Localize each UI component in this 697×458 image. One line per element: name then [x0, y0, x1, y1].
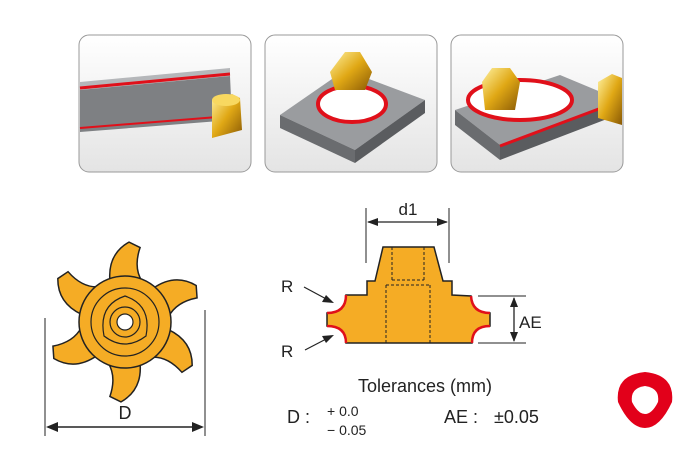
cutter-tooth: [108, 241, 144, 283]
d-tolerance-plus: + 0.0: [327, 403, 359, 419]
cutter-tooth: [106, 361, 142, 403]
ae-tolerance-value: ±0.05: [494, 407, 539, 427]
d-label: D: [119, 403, 132, 423]
photo-bar-edge: [78, 34, 252, 173]
d-tolerance-label: D :: [287, 407, 310, 427]
insert-side-profile: d1 AE R R: [281, 200, 542, 361]
r-label-bottom: R: [281, 342, 293, 361]
photo-square-bore: [264, 34, 438, 173]
photo-plate-hole-edge: [450, 34, 624, 173]
d1-label: d1: [399, 200, 418, 219]
triangle-insert-logo-icon: [617, 372, 673, 428]
insert-render-icon: [482, 68, 622, 125]
ae-tolerance-label: AE :: [444, 407, 478, 427]
tolerances: Tolerances (mm) D : + 0.0 − 0.05 AE : ±0…: [287, 376, 539, 438]
insert-render-icon: [330, 52, 372, 90]
d-tolerance-minus: − 0.05: [327, 422, 367, 438]
cutter-tooth: [57, 270, 100, 316]
tolerances-title: Tolerances (mm): [358, 376, 492, 396]
dimension-d: D: [44, 310, 206, 436]
r-label-top: R: [281, 277, 293, 296]
insert-front-view: [52, 241, 198, 403]
cutter-tooth: [150, 328, 193, 374]
ae-label: AE: [519, 313, 542, 332]
insert-render-icon: [212, 94, 242, 138]
